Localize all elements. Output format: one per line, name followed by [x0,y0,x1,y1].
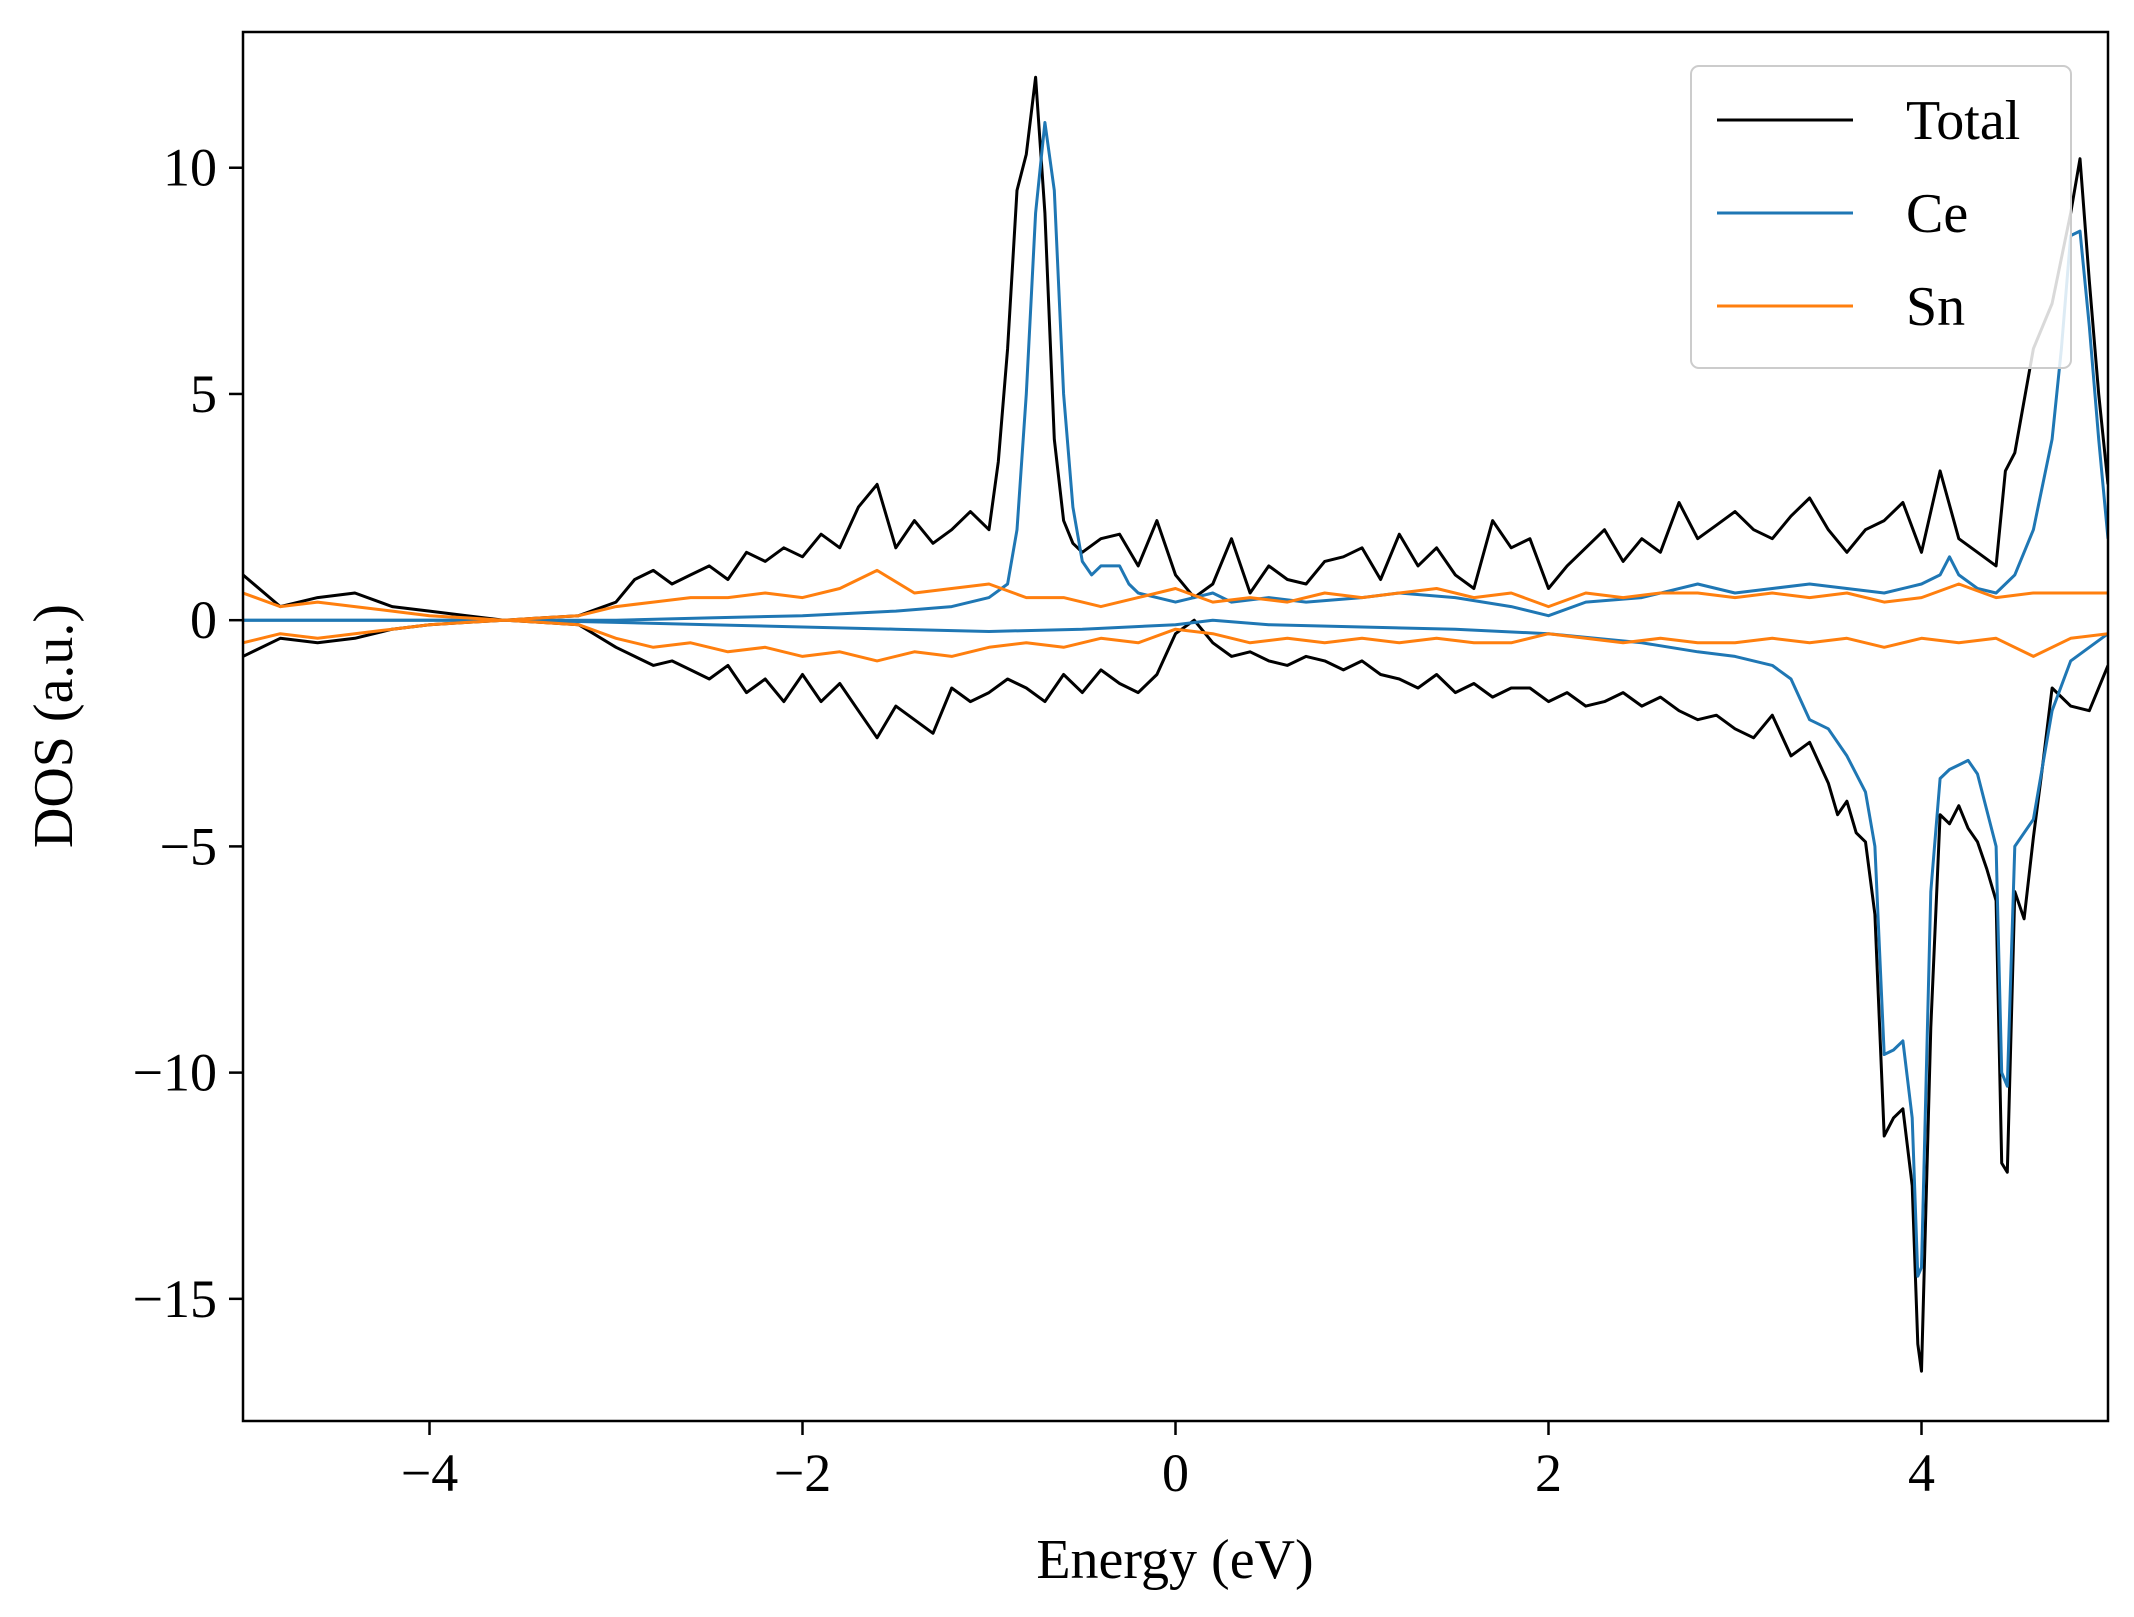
y-tick-label: 10 [163,138,217,198]
x-tick-label: 0 [1162,1443,1189,1503]
series-layer [243,75,2108,1373]
y-tick-label: −5 [160,816,217,876]
legend-label-ce: Ce [1906,183,1968,245]
x-axis: −4 −2 0 2 4 [401,1421,1935,1503]
y-tick-label: 5 [190,364,217,424]
x-tick-label: 4 [1908,1443,1935,1503]
legend-box [1690,65,2072,369]
legend: Total Ce Sn [1690,65,2072,369]
legend-label-total: Total [1906,90,2020,152]
legend-label-sn: Sn [1906,276,1965,338]
y-tick-label: −15 [133,1269,217,1329]
series-line-sn-down [243,618,2108,663]
y-axis-label: DOS (a.u.) [23,604,85,848]
y-tick-label: −10 [133,1043,217,1103]
x-tick-label: −4 [401,1443,458,1503]
series-line-total-down [243,618,2108,1373]
x-tick-label: −2 [774,1443,831,1503]
y-tick-label: 0 [190,590,217,650]
x-axis-label: Energy (eV) [1036,1529,1313,1591]
x-tick-label: 2 [1535,1443,1562,1503]
series-line-total-up [243,75,2108,622]
series-line-ce-down [243,618,2108,1278]
series-line-sn-up [243,568,2108,622]
y-axis: 10 5 0 −5 −10 −15 [133,138,243,1329]
